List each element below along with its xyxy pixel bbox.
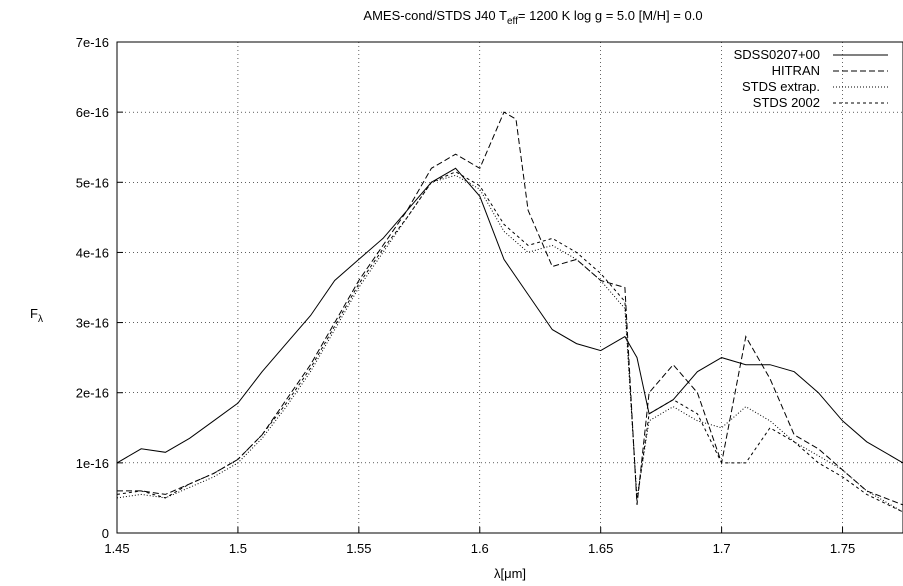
- legend-label: STDS extrap.: [742, 79, 820, 94]
- y-tick-label: 3e-16: [76, 316, 109, 331]
- y-tick-label: 1e-16: [76, 456, 109, 471]
- y-axis-label-subscript: λ: [38, 314, 43, 325]
- series-line-3: [116, 174, 903, 513]
- x-tick-label: 1.75: [830, 541, 855, 556]
- x-tick-label: 1.6: [471, 541, 489, 556]
- chart-title: AMES-cond/STDS J40 Teff= 1200 K log g = …: [363, 8, 702, 27]
- series-line-4: [116, 171, 903, 513]
- y-axis-label: Fλ: [30, 306, 43, 325]
- legend-label: SDSS0207+00: [734, 47, 820, 62]
- y-axis-label-main: F: [30, 306, 38, 321]
- series-lines: [116, 111, 903, 513]
- chart-title-main: AMES-cond/STDS J40 T: [363, 8, 507, 23]
- chart-title-rest: = 1200 K log g = 5.0 [M/H] = 0.0: [518, 8, 703, 23]
- x-ticks: 1.45 1.5 1.55 1.6 1.65 1.7 1.75: [104, 527, 855, 556]
- plot-frame: [116, 41, 903, 534]
- legend-label: HITRAN: [772, 63, 820, 78]
- x-tick-label: 1.55: [346, 541, 371, 556]
- chart-title-subscript: eff: [507, 16, 518, 27]
- y-tick-label: 2e-16: [76, 386, 109, 401]
- x-tick-label: 1.7: [713, 541, 731, 556]
- series-line-1: [116, 167, 903, 464]
- y-tick-label: 0: [102, 526, 109, 541]
- legend-label: STDS 2002: [753, 95, 820, 110]
- x-tick-label: 1.45: [104, 541, 129, 556]
- y-tick-label: 4e-16: [76, 245, 109, 260]
- series-line-2: [117, 111, 903, 506]
- x-tick-label: 1.5: [229, 541, 247, 556]
- y-ticks: 0 1e-16 2e-16 3e-16 4e-16 5e-16 6e-16 7e-16: [76, 35, 123, 541]
- x-tick-label: 1.65: [588, 541, 613, 556]
- y-tick-label: 6e-16: [76, 105, 109, 120]
- y-tick-label: 5e-16: [76, 175, 109, 190]
- y-tick-label: 7e-16: [76, 35, 109, 50]
- x-axis-label: λ[μm]: [494, 566, 526, 581]
